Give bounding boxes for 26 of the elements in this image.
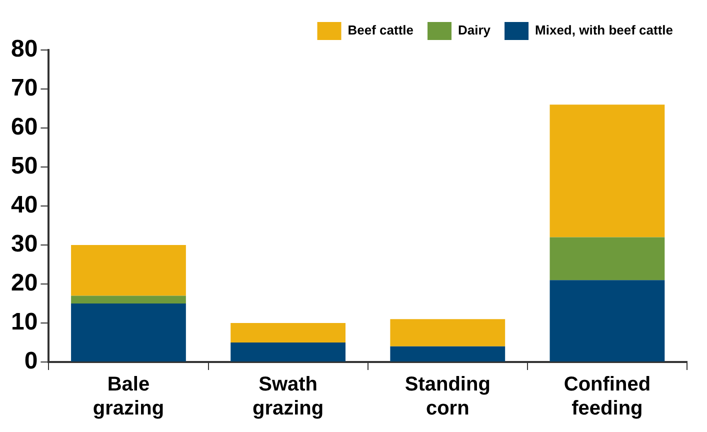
legend-label: Dairy xyxy=(458,22,492,38)
bar xyxy=(71,296,186,304)
y-tick-label: 40 xyxy=(10,192,38,219)
x-tick-label: Confined feeding xyxy=(564,374,651,420)
y-tick-label: 10 xyxy=(10,308,38,336)
bar xyxy=(71,245,186,296)
x-tick-label: Swath grazing xyxy=(252,374,324,420)
legend-label: Mixed, with beef cattle xyxy=(535,22,674,38)
bar xyxy=(550,104,665,238)
bar xyxy=(550,237,665,280)
bar xyxy=(390,319,506,346)
y-tick-label: 20 xyxy=(10,270,38,297)
bar xyxy=(230,323,346,342)
y-tick-label: 50 xyxy=(10,152,38,180)
y-tick-label: 60 xyxy=(10,114,38,141)
x-tick-label: Bale grazing xyxy=(92,374,164,420)
x-tick-label: Standing corn xyxy=(404,374,490,420)
bar xyxy=(71,304,186,362)
y-tick-label: 0 xyxy=(24,348,38,375)
bar xyxy=(390,346,506,362)
legend-label: Beef cattle xyxy=(348,22,414,38)
y-tick-label: 30 xyxy=(10,230,38,258)
bar xyxy=(230,342,346,362)
y-tick-label: 80 xyxy=(10,36,38,63)
bar xyxy=(550,280,665,362)
y-tick-label: 70 xyxy=(10,74,38,102)
